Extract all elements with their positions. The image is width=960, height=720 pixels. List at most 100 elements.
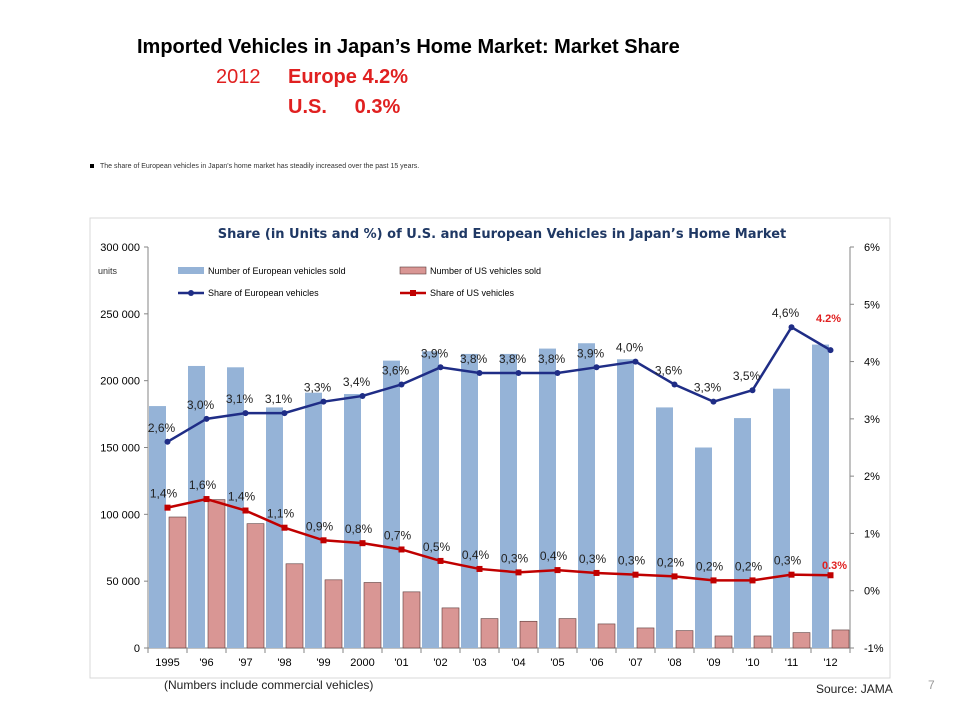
legend-swatch xyxy=(178,267,204,274)
x-tick-label: '10 xyxy=(745,657,759,669)
eu-bar xyxy=(578,343,595,648)
eu-share-line xyxy=(166,325,832,443)
right-tick-label: 0% xyxy=(864,586,880,598)
legend-label: Share of US vehicles xyxy=(430,288,515,298)
us-bar xyxy=(558,618,577,649)
us-share-label: 0,8% xyxy=(345,522,373,536)
x-tick-label: '06 xyxy=(589,657,603,669)
eu-bar xyxy=(695,447,712,648)
us-share-label: 0,5% xyxy=(423,540,451,554)
eu-bar xyxy=(422,351,439,648)
eu-bar xyxy=(500,353,517,648)
us-share-point xyxy=(359,540,366,547)
us-bar xyxy=(402,591,421,649)
us-bar xyxy=(636,627,655,649)
x-tick-label: '02 xyxy=(433,657,447,669)
eu-share-point xyxy=(671,381,678,388)
x-tick-label: '12 xyxy=(823,657,837,669)
axes-group: 0 50 000 100 000 150 000 200 000 250 000 300 0… xyxy=(100,242,884,669)
eu-bar xyxy=(266,407,283,648)
us-share-label: 0,4% xyxy=(462,548,490,562)
us-share-label: 0,3% xyxy=(579,552,607,566)
us-share-point xyxy=(554,567,561,574)
eu-share-label: 4.2% xyxy=(816,313,841,325)
eu-share-point xyxy=(554,370,561,377)
left-tick-label: 0 xyxy=(134,643,140,655)
us-share-point xyxy=(593,569,600,576)
eu-share-label: 3,3% xyxy=(694,381,722,395)
right-tick-label: 2% xyxy=(864,471,880,483)
x-tick-label: '01 xyxy=(394,657,408,669)
right-tick-label: -1% xyxy=(864,643,884,655)
x-tick-label: '05 xyxy=(550,657,564,669)
legend-label: Number of European vehicles sold xyxy=(208,266,346,276)
eu-share-point xyxy=(788,324,795,331)
eu-bar xyxy=(188,365,205,648)
eu-share-point xyxy=(593,364,600,371)
us-share-label: 0,3% xyxy=(774,554,802,568)
bullet-point: The share of European vehicles in Japan'… xyxy=(90,163,419,170)
us-share-line xyxy=(167,497,831,582)
us-share-label: 1,4% xyxy=(228,490,256,504)
us-share-point xyxy=(203,496,210,503)
right-tick-label: 3% xyxy=(864,414,880,426)
left-tick-label: 150 000 xyxy=(100,443,140,455)
eu-bar xyxy=(305,392,322,648)
eu-share-label: 3,4% xyxy=(343,375,371,389)
us-share-point xyxy=(632,571,639,578)
eu-bar xyxy=(344,394,361,648)
source-label: Source: JAMA xyxy=(816,682,893,696)
us-share-label: 0,3% xyxy=(501,551,529,565)
us-share-point xyxy=(476,565,483,572)
right-tick-label: 5% xyxy=(864,299,880,311)
us-share-label: 1,4% xyxy=(150,487,178,501)
us-share-point xyxy=(671,573,678,580)
us-share-label: 0.3% xyxy=(822,560,847,572)
us-share-point xyxy=(164,504,171,511)
legend-swatch xyxy=(399,266,427,275)
bullet-text: The share of European vehicles in Japan'… xyxy=(100,163,420,170)
eu-bar xyxy=(773,388,790,648)
eu-share-point xyxy=(749,387,756,394)
slide-title: Imported Vehicles in Japan’s Home Market… xyxy=(137,36,680,58)
us-bar xyxy=(480,618,499,649)
eu-share-label: 3,1% xyxy=(265,392,293,406)
us-share-point xyxy=(437,557,444,564)
eu-share-label: 2,6% xyxy=(148,421,176,435)
x-tick-label: '03 xyxy=(472,657,486,669)
x-tick-label: '99 xyxy=(316,657,330,669)
us-share-point xyxy=(515,569,522,576)
headline-us-text: U.S. 0.3% xyxy=(288,96,401,118)
eu-share-point xyxy=(710,398,717,405)
eu-share-point xyxy=(203,415,210,422)
eu-share-label: 3,1% xyxy=(226,392,254,406)
legend: Number of European vehicles sold Number o… xyxy=(178,266,541,298)
eu-bar xyxy=(383,360,400,648)
eu-share-label: 3,3% xyxy=(304,381,332,395)
eu-share-point xyxy=(242,410,249,417)
us-bar xyxy=(285,563,304,649)
eu-share-label: 4,6% xyxy=(772,306,800,320)
eu-bar xyxy=(734,418,751,648)
eu-share-point xyxy=(398,381,405,388)
us-bar xyxy=(597,623,616,649)
x-tick-label: '04 xyxy=(511,657,525,669)
eu-share-point xyxy=(476,370,483,377)
us-share-point xyxy=(320,537,327,544)
legend-swatch-marker xyxy=(410,290,416,296)
us-share-point xyxy=(242,507,249,514)
us-share-point xyxy=(827,572,834,579)
eu-share-label: 3,8% xyxy=(538,352,566,366)
us-share-label: 0,2% xyxy=(735,559,763,573)
us-bar xyxy=(246,523,265,649)
legend-label: Share of European vehicles xyxy=(208,288,319,298)
us-share-point xyxy=(749,577,756,584)
eu-share-point xyxy=(320,398,327,405)
us-bar xyxy=(714,635,733,649)
left-tick-label: 50 000 xyxy=(106,576,140,588)
headline-us-share: U.S. 0.3% xyxy=(288,96,400,119)
x-tick-label: '96 xyxy=(199,657,213,669)
x-tick-label: '97 xyxy=(238,657,252,669)
us-share-label: 1,6% xyxy=(189,478,217,492)
eu-share-label: 3,8% xyxy=(499,352,527,366)
